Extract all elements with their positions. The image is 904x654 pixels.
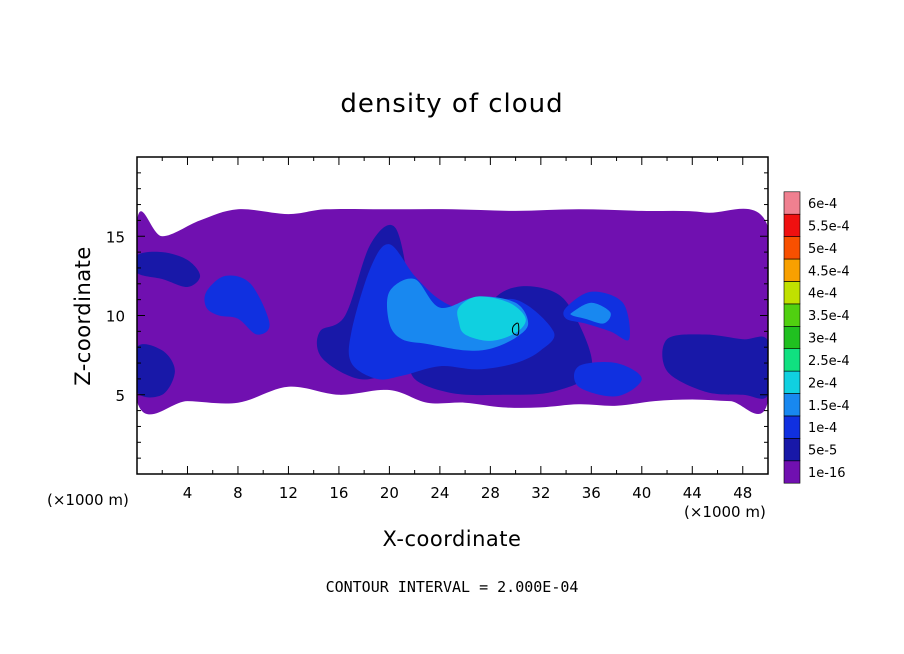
density-region-1e-4-3	[573, 362, 642, 397]
x-tick-label: 12	[279, 484, 298, 502]
colorbar-label: 4e-4	[808, 287, 837, 302]
colorbar-swatch	[783, 348, 801, 372]
colorbar-swatch	[783, 281, 801, 305]
y-tick-label: 15	[106, 228, 125, 246]
y-axis-units: (×1000 m)	[47, 491, 129, 509]
x-tick-label: 20	[380, 484, 399, 502]
colorbar-swatch	[783, 438, 801, 462]
colorbar-label: 1e-4	[808, 421, 837, 436]
colorbar-swatch	[783, 415, 801, 439]
y-axis: 5 10 15	[106, 172, 768, 459]
colorbar-label: 6e-4	[808, 197, 837, 212]
plot-area	[137, 157, 768, 474]
colorbar-swatch	[783, 460, 801, 484]
density-region-1e-4-0	[204, 275, 270, 335]
colorbar-swatch	[783, 325, 801, 349]
x-tick-label: 32	[531, 484, 550, 502]
x-axis: 4 8 12 16 20 24 28 32 36 40 44 48	[161, 157, 752, 502]
colorbar-label: 2.5e-4	[808, 354, 850, 369]
colorbar-label: 5.5e-4	[808, 219, 850, 234]
x-tick-label: 4	[183, 484, 193, 502]
colorbar-swatch	[783, 393, 801, 417]
x-axis-units: (×1000 m)	[684, 503, 766, 521]
colorbar-swatch	[783, 303, 801, 327]
x-tick-label: 24	[430, 484, 449, 502]
colorbar-label: 1.5e-4	[808, 399, 850, 414]
density-region-5e-5-3	[137, 344, 175, 398]
x-tick-label: 36	[582, 484, 601, 502]
x-tick-label: 48	[733, 484, 752, 502]
colorbar-swatch	[783, 258, 801, 282]
x-tick-label: 16	[329, 484, 348, 502]
colorbar-swatch	[783, 370, 801, 394]
chart-title: density of cloud	[340, 89, 563, 119]
density-region-2e-4-0	[457, 296, 526, 341]
colorbar: 1e-16 5e-5 1e-4 1.5e-4 2e-4 2.5e-4 3e-4 3.5e-4 4…	[783, 191, 850, 484]
density-region-5e-5-4	[662, 334, 768, 399]
colorbar-label: 5e-4	[808, 242, 837, 257]
colorbar-label: 5e-5	[808, 444, 837, 459]
colorbar-label: 3.5e-4	[808, 309, 850, 324]
x-tick-label: 28	[481, 484, 500, 502]
density-region-5e-5-0	[137, 251, 201, 288]
y-tick-label: 5	[115, 387, 125, 405]
colorbar-swatch	[783, 213, 801, 237]
x-tick-label: 44	[683, 484, 702, 502]
colorbar-label: 3e-4	[808, 332, 837, 347]
contour-line	[511, 322, 520, 336]
colorbar-label: 4.5e-4	[808, 264, 850, 279]
x-tick-label: 40	[632, 484, 651, 502]
x-axis-label: X-coordinate	[383, 527, 522, 551]
y-tick-label: 10	[106, 308, 125, 326]
contour-interval-note: CONTOUR INTERVAL = 2.000E-04	[326, 578, 579, 596]
colorbar-swatch	[783, 191, 801, 215]
density-field	[137, 208, 768, 415]
y-axis-label: Z-coordinate	[71, 246, 95, 386]
colorbar-label: 1e-16	[808, 466, 846, 481]
density-region-1.5e-4-1	[570, 302, 611, 324]
colorbar-swatch	[783, 236, 801, 260]
contour-line-path	[511, 322, 520, 336]
colorbar-label: 2e-4	[808, 376, 837, 391]
x-tick-label: 8	[233, 484, 243, 502]
